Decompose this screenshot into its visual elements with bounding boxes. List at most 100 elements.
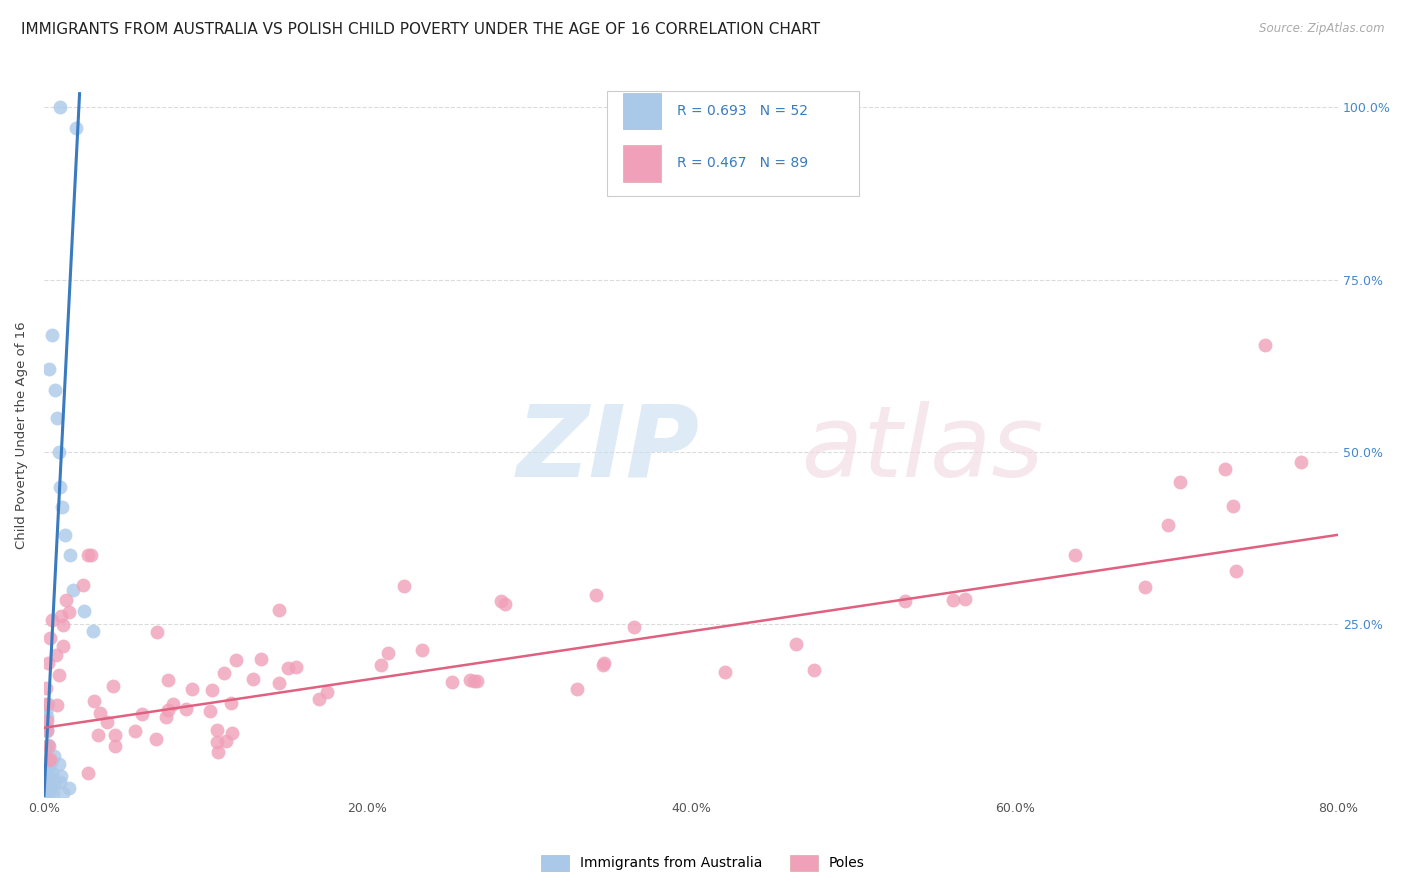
- Point: [41, 613, 63, 627]
- Point: [463, 674, 485, 689]
- Point: [38, 773, 60, 788]
- Point: [79, 549, 101, 563]
- Point: [42, 786, 65, 800]
- Point: [315, 684, 337, 698]
- Point: [35, 777, 58, 791]
- Point: [1213, 462, 1236, 476]
- Point: [52, 640, 75, 654]
- Point: [101, 679, 124, 693]
- Point: [201, 683, 224, 698]
- Point: [250, 652, 273, 666]
- Point: [277, 661, 299, 675]
- Point: [48, 774, 70, 789]
- Point: [392, 579, 415, 593]
- Text: IMMIGRANTS FROM AUSTRALIA VS POLISH CHILD POVERTY UNDER THE AGE OF 16 CORRELATIO: IMMIGRANTS FROM AUSTRALIA VS POLISH CHIL…: [21, 22, 820, 37]
- Point: [49, 479, 72, 493]
- Point: [156, 702, 179, 716]
- Point: [1168, 475, 1191, 489]
- Point: [45, 648, 67, 662]
- Point: [87, 728, 110, 742]
- Point: [58, 605, 80, 619]
- Point: [942, 593, 965, 607]
- Point: [370, 657, 392, 672]
- Point: [53, 528, 76, 542]
- Point: [35, 709, 58, 723]
- Point: [198, 705, 221, 719]
- Point: [785, 637, 807, 651]
- Point: [37, 780, 59, 794]
- Text: Source: ZipAtlas.com: Source: ZipAtlas.com: [1260, 22, 1385, 36]
- Point: [37, 762, 59, 776]
- Bar: [623, 145, 661, 182]
- Point: [38, 786, 60, 800]
- Point: [38, 769, 60, 783]
- Point: [1157, 518, 1180, 533]
- Point: [212, 665, 235, 680]
- Point: [34, 739, 56, 754]
- Point: [52, 618, 75, 632]
- Point: [221, 696, 243, 710]
- Point: [465, 674, 488, 689]
- Point: [1225, 564, 1247, 578]
- Text: atlas: atlas: [516, 401, 1043, 498]
- Point: [1133, 581, 1156, 595]
- Point: [34, 782, 56, 797]
- Point: [48, 445, 70, 459]
- Point: [45, 410, 67, 425]
- Point: [585, 588, 607, 602]
- Point: [34, 774, 56, 789]
- Point: [489, 594, 512, 608]
- Point: [58, 780, 80, 795]
- Point: [48, 667, 70, 681]
- Point: [62, 582, 84, 597]
- Point: [34, 775, 56, 789]
- Point: [38, 758, 60, 772]
- Point: [42, 749, 65, 764]
- Point: [72, 578, 94, 592]
- Point: [35, 724, 58, 739]
- Point: [59, 549, 82, 563]
- Point: [37, 714, 59, 729]
- Point: [103, 728, 125, 742]
- Point: [1289, 455, 1312, 469]
- Point: [89, 706, 111, 721]
- FancyBboxPatch shape: [607, 91, 859, 196]
- Point: [37, 738, 59, 752]
- Text: ZIP: ZIP: [516, 401, 699, 498]
- Point: [267, 676, 290, 690]
- Text: R = 0.467   N = 89: R = 0.467 N = 89: [676, 156, 808, 170]
- Point: [37, 778, 59, 792]
- Point: [96, 715, 118, 730]
- Point: [215, 734, 238, 748]
- Point: [131, 707, 153, 722]
- Point: [803, 663, 825, 677]
- Point: [155, 710, 177, 724]
- Point: [458, 673, 481, 688]
- Point: [34, 704, 56, 718]
- Point: [37, 772, 59, 787]
- Point: [713, 665, 735, 680]
- Point: [65, 121, 87, 136]
- Point: [205, 723, 228, 737]
- Point: [494, 597, 516, 611]
- Point: [894, 594, 917, 608]
- Point: [41, 327, 63, 342]
- Point: [104, 739, 127, 753]
- Point: [592, 657, 614, 672]
- Point: [146, 624, 169, 639]
- Point: [55, 593, 77, 607]
- Point: [623, 620, 645, 634]
- Point: [44, 383, 66, 397]
- Point: [52, 786, 75, 800]
- Point: [41, 766, 63, 780]
- Point: [1063, 548, 1085, 562]
- Point: [180, 682, 202, 697]
- Point: [82, 624, 104, 639]
- Point: [162, 697, 184, 711]
- Point: [567, 681, 589, 696]
- Y-axis label: Child Poverty Under the Age of 16: Child Poverty Under the Age of 16: [15, 321, 28, 549]
- Point: [34, 784, 56, 798]
- Point: [41, 755, 63, 769]
- Point: [51, 500, 73, 515]
- Point: [285, 659, 308, 673]
